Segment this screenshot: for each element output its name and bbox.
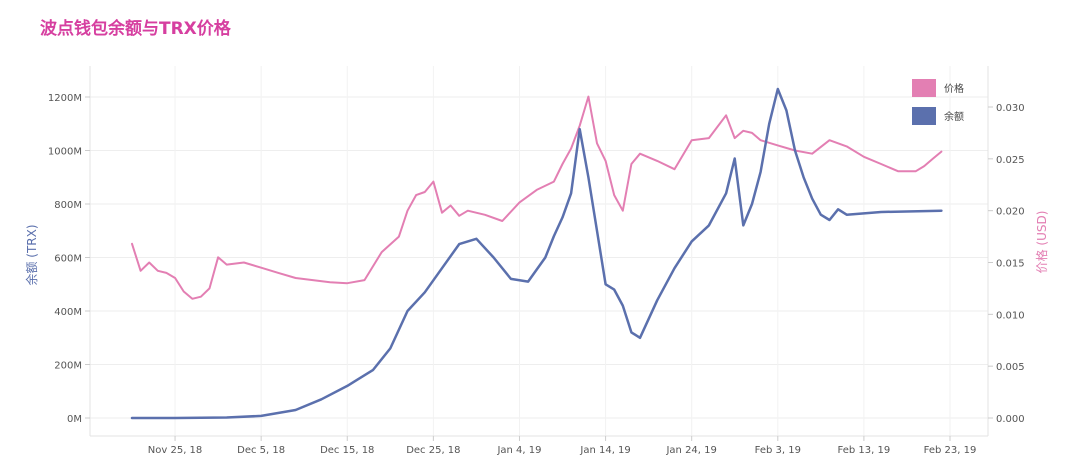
left-tick-label: 600M [54,254,82,265]
right-tick-label: 0.015 [996,259,1025,270]
right-tick-label: 0.025 [996,155,1025,166]
axes: 0M 200M 400M 600M 800M 1000M 1200M 0.000 0.005 0.… [24,66,1049,456]
right-tick-label: 0.000 [996,414,1025,425]
legend-label-balance: 余额 [944,110,964,123]
legend-swatch-balance [912,107,936,125]
x-tick-label: Feb 3, 19 [755,445,801,456]
grid-lines [90,66,988,436]
x-tick-label: Dec 15, 18 [320,445,374,456]
right-axis-title: 价格 (USD) [1034,211,1049,274]
legend-swatch-price [912,79,936,97]
x-tick-label: Dec 5, 18 [237,445,285,456]
right-tick-label: 0.010 [996,310,1025,321]
x-tick-label: Jan 14, 19 [579,445,630,456]
x-tick-label: Feb 23, 19 [924,445,977,456]
left-tick-label: 1000M [48,147,82,158]
left-axis-title: 余额 (TRX) [24,224,39,285]
series-layer [130,87,943,420]
right-tick-label: 0.030 [996,103,1025,114]
left-tick-label: 200M [54,361,82,372]
left-tick-label: 1200M [48,93,82,104]
right-tick-label: 0.005 [996,362,1025,373]
price-series-line [131,95,943,300]
balance-series-line [130,87,943,420]
left-tick-label: 0M [67,414,82,425]
chart-title: 波点钱包余额与TRX价格 [40,19,231,39]
x-tick-label: Jan 4, 19 [496,445,541,456]
x-tick-label: Jan 24, 19 [665,445,716,456]
legend-label-price: 价格 [944,82,964,95]
left-tick-label: 800M [54,200,82,211]
x-tick-label: Dec 25, 18 [406,445,460,456]
x-tick-label: Feb 13, 19 [838,445,891,456]
left-tick-label: 400M [54,307,82,318]
x-tick-label: Nov 25, 18 [148,445,203,456]
right-tick-label: 0.020 [996,207,1025,218]
